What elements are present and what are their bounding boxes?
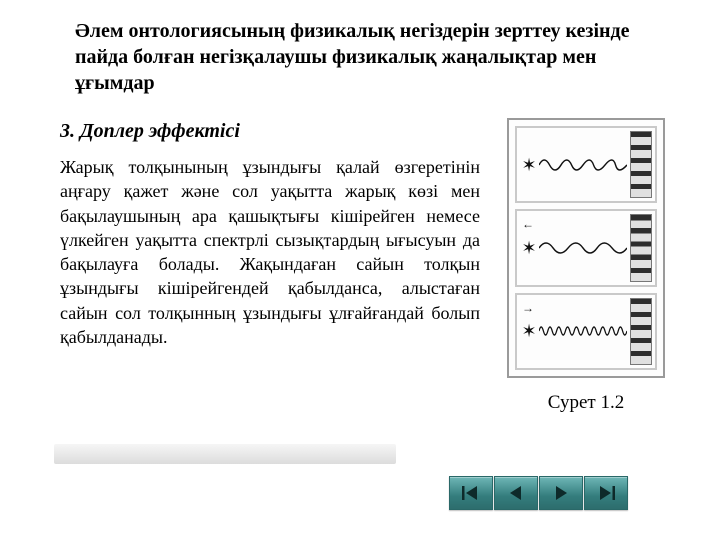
nav-buttons (449, 476, 628, 510)
wave-1 (539, 155, 627, 175)
spectrum-bar (630, 131, 652, 198)
section-heading: 3. Доплер эффектісі (60, 120, 240, 143)
source-icon: ✶ (521, 323, 537, 339)
figure-panel-2: ← ✶ (515, 209, 657, 286)
wave-2 (539, 238, 627, 258)
spectrum-bar (630, 214, 652, 281)
source-icon: ✶ (521, 157, 537, 173)
arrow-left-icon: ← (522, 217, 534, 232)
nav-first-button[interactable] (449, 476, 493, 510)
figure-panel-3: → ✶ (515, 293, 657, 370)
spectrum-bar (630, 298, 652, 365)
accent-bar (54, 444, 396, 464)
nav-last-button[interactable] (584, 476, 628, 510)
arrow-right-icon: → (522, 301, 534, 316)
figure-box: ✶ ← ✶ → ✶ (507, 118, 665, 378)
nav-next-button[interactable] (539, 476, 583, 510)
figure-caption: Сурет 1.2 (507, 392, 665, 414)
page-title: Әлем онтологиясының физикалық негіздерін… (75, 18, 635, 96)
nav-prev-button[interactable] (494, 476, 538, 510)
source-icon: ✶ (521, 240, 537, 256)
figure-panel-1: ✶ (515, 126, 657, 203)
body-text: Жарық толқынының ұзындығы қалай өзгереті… (60, 155, 480, 349)
wave-3 (539, 321, 627, 341)
figure: ✶ ← ✶ → ✶ (507, 118, 665, 414)
